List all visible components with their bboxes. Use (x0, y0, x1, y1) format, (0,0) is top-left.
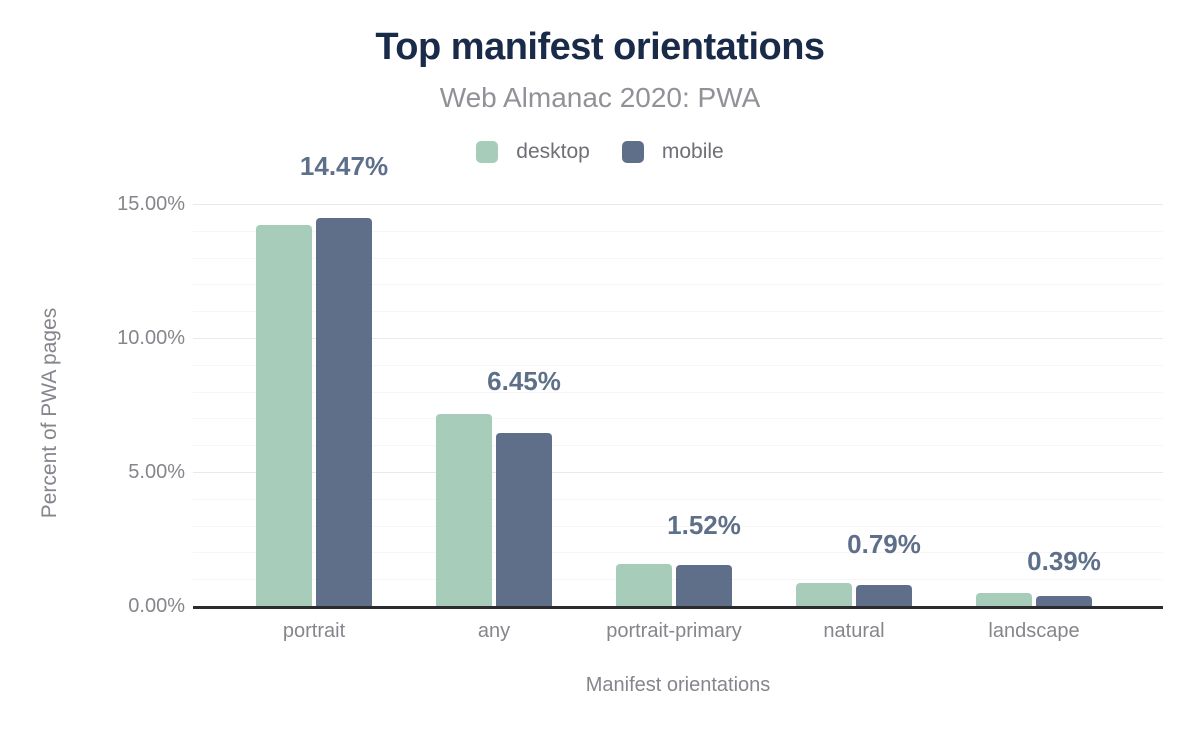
mobile-bar (856, 585, 912, 606)
y-axis-title: Percent of PWA pages (38, 307, 61, 519)
minor-gridline (193, 526, 1163, 527)
y-tick-label: 5.00% (128, 461, 185, 483)
minor-gridline (193, 552, 1163, 553)
mobile-bar (316, 218, 372, 606)
bar-value-label: 0.79% (847, 529, 921, 559)
desktop-bar (796, 583, 852, 606)
x-tick-label: portrait (282, 620, 346, 642)
desktop-swatch-icon (476, 141, 499, 163)
y-tick-label: 10.00% (117, 327, 185, 349)
mobile-swatch-icon (621, 141, 644, 163)
minor-gridline (193, 258, 1163, 259)
minor-gridline (193, 365, 1163, 366)
minor-gridline (193, 231, 1163, 232)
y-tick-label: 15.00% (117, 193, 185, 215)
x-axis-title: Manifest orientations (585, 674, 771, 696)
mobile-bar (496, 433, 552, 606)
x-axis-line (193, 606, 1163, 609)
minor-gridline (193, 392, 1163, 393)
x-tick-label: landscape (988, 620, 1080, 642)
minor-gridline (193, 284, 1163, 285)
minor-gridline (193, 445, 1163, 446)
legend-label-mobile: mobile (661, 140, 724, 163)
bar-value-label: 6.45% (487, 366, 561, 396)
desktop-bar (616, 564, 672, 606)
mobile-bar (676, 565, 732, 606)
legend: desktop mobile (0, 140, 1200, 164)
bar-value-label: 0.39% (1027, 546, 1101, 576)
bar-value-label: 1.52% (667, 510, 741, 540)
minor-gridline (193, 499, 1163, 500)
major-gridline (193, 338, 1163, 339)
desktop-bar (976, 593, 1032, 606)
legend-item-desktop: desktop (476, 140, 590, 164)
chart-subtitle: Web Almanac 2020: PWA (439, 82, 761, 113)
legend-item-mobile: mobile (621, 140, 724, 164)
major-gridline (193, 472, 1163, 473)
mobile-bar (1036, 596, 1092, 606)
legend-label-desktop: desktop (516, 140, 590, 163)
desktop-bar (256, 225, 312, 606)
y-tick-label: 0.00% (128, 595, 185, 617)
minor-gridline (193, 311, 1163, 312)
desktop-bar (436, 414, 492, 606)
major-gridline (193, 204, 1163, 205)
x-tick-label: any (477, 620, 511, 642)
bar-value-label: 14.47% (299, 151, 389, 181)
minor-gridline (193, 418, 1163, 419)
x-tick-label: natural (823, 620, 885, 642)
chart-title: Top manifest orientations (375, 26, 825, 68)
x-tick-label: portrait-primary (606, 620, 742, 642)
